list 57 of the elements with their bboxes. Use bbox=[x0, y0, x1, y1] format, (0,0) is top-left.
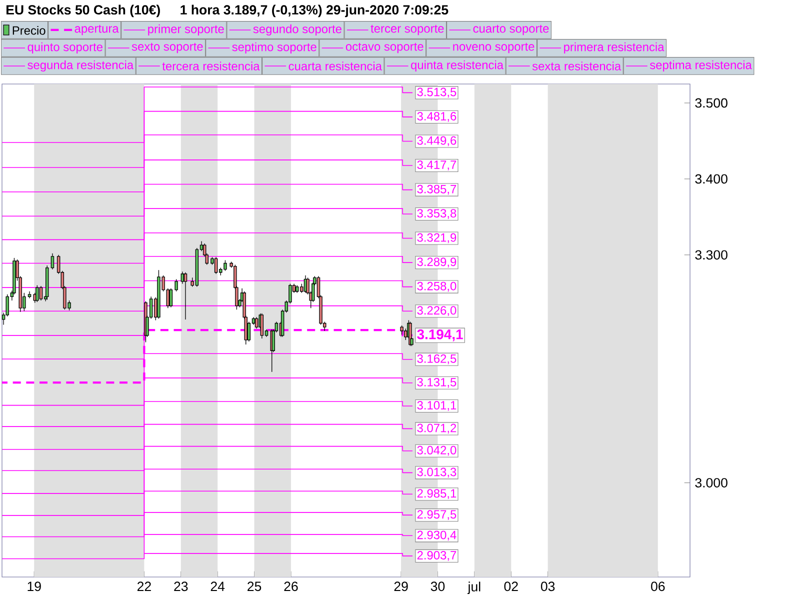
data-label: 2.985,1 bbox=[417, 489, 456, 500]
legend-label: quinta resistencia bbox=[411, 60, 504, 72]
data-label: 3.449,6 bbox=[417, 136, 456, 146]
y-tick-label: 3.400 bbox=[695, 174, 728, 184]
data-label: 3.385,7 bbox=[417, 184, 456, 195]
data-label: 3.481,6 bbox=[417, 112, 456, 122]
y-tick-label: 3.000 bbox=[695, 478, 728, 488]
x-tick-label: 03 bbox=[540, 582, 555, 592]
x-tick-label: 23 bbox=[174, 582, 188, 592]
x-tick-label: 30 bbox=[430, 582, 445, 592]
x-tick-label: 19 bbox=[28, 582, 41, 592]
data-label: 2.903,7 bbox=[417, 550, 456, 561]
data-label: 3.162,5 bbox=[417, 354, 456, 364]
x-tick-label: 06 bbox=[651, 582, 665, 592]
data-label: 3.289,9 bbox=[417, 258, 456, 268]
data-label: 3.101,1 bbox=[417, 401, 456, 411]
x-tick-label: jul bbox=[467, 582, 480, 594]
legend-label: apertura bbox=[74, 24, 119, 36]
data-label: 3.258,0 bbox=[417, 282, 456, 292]
data-label: 3.417,7 bbox=[417, 160, 456, 170]
legend-label: primera resistencia bbox=[564, 42, 664, 54]
x-tick-label: 25 bbox=[248, 582, 262, 592]
data-label: 3.353,8 bbox=[417, 209, 456, 219]
legend-label: noveno soporte bbox=[453, 42, 534, 54]
data-label: 3.321,9 bbox=[417, 233, 456, 244]
legend-label: octavo soporte bbox=[346, 42, 424, 54]
chart-subtitle: 1 hora 3.189,7 (-0,13%) 29-jun-2020 7:09:25 bbox=[180, 4, 448, 18]
data-label: 3.513,5 bbox=[417, 88, 456, 98]
legend-label: Precio bbox=[12, 26, 46, 35]
legend-label: sexta resistencia bbox=[532, 62, 622, 70]
legend-label: tercera resistencia bbox=[162, 62, 260, 70]
x-tick-label: 22 bbox=[137, 582, 151, 591]
data-label: 3.013,3 bbox=[417, 468, 456, 478]
data-label: 2.957,5 bbox=[417, 510, 456, 520]
chart-title: EU Stocks 50 Cash (10€) bbox=[6, 4, 160, 18]
legend-label: tercer soporte bbox=[370, 24, 444, 36]
legend-label: septimo soporte bbox=[232, 42, 316, 54]
data-label: 3.042,0 bbox=[417, 446, 456, 456]
legend-label: segundo soporte bbox=[253, 24, 342, 36]
y-tick-label: 3.500 bbox=[695, 98, 728, 108]
x-tick-label: 24 bbox=[210, 582, 225, 591]
legend-label: cuarta resistencia bbox=[288, 62, 382, 70]
legend-label: quinto soporte bbox=[28, 42, 102, 54]
y-tick-label: 3.300 bbox=[695, 250, 728, 260]
x-tick-label: 02 bbox=[504, 582, 518, 592]
data-label: 3.194,1 bbox=[417, 329, 463, 342]
x-tick-label: 29 bbox=[394, 582, 408, 592]
legend-label: septima resistencia bbox=[650, 60, 752, 72]
data-label: 2.930,4 bbox=[417, 530, 456, 541]
legend-label: segunda resistencia bbox=[28, 60, 134, 72]
legend-label: sexto soporte bbox=[132, 42, 203, 54]
data-label: 3.226,0 bbox=[417, 306, 456, 316]
data-label: 3.071,2 bbox=[417, 424, 456, 434]
data-label: 3.131,5 bbox=[417, 378, 456, 388]
legend-label: primer soporte bbox=[148, 24, 224, 36]
x-tick-label: 26 bbox=[284, 582, 298, 592]
legend-label: cuarto soporte bbox=[473, 24, 549, 36]
